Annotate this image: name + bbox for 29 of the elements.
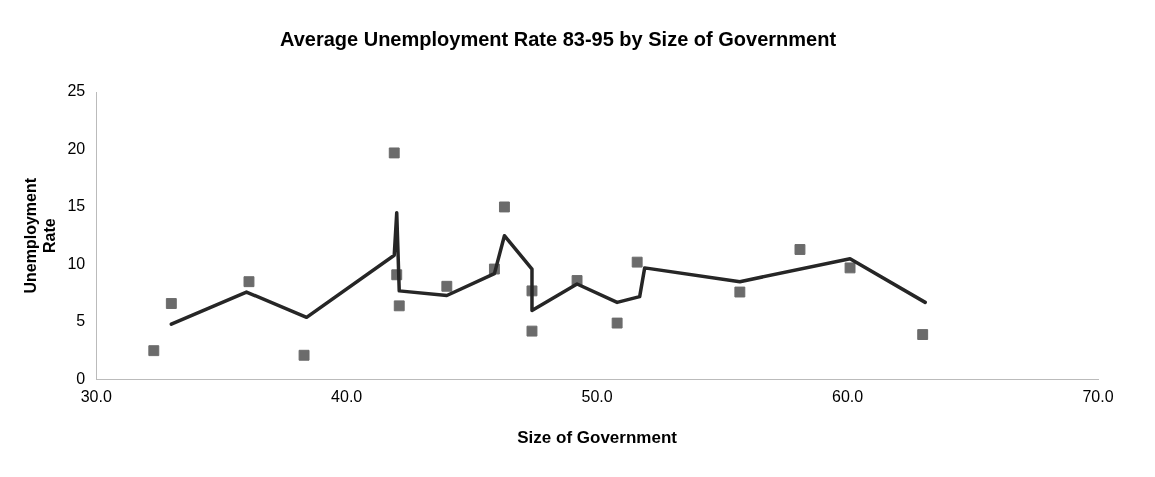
x-tick-label: 70.0 [1082, 388, 1114, 406]
x-tick-label: 40.0 [331, 388, 363, 406]
x-tick-label: 30.0 [80, 388, 112, 406]
y-tick-label: 5 [76, 312, 86, 330]
x-tick-label: 60.0 [831, 388, 864, 406]
point [844, 262, 856, 274]
y-axis-title: Unemployment Rate [22, 177, 59, 294]
point [794, 244, 806, 255]
point [165, 298, 177, 309]
point [298, 349, 310, 361]
point [526, 325, 538, 337]
point [388, 147, 400, 159]
y-tick-label: 20 [67, 139, 86, 157]
point [631, 256, 643, 268]
y-tick-label: 10 [67, 254, 86, 272]
point [393, 300, 405, 312]
point [917, 329, 929, 341]
y-tick-label: 0 [76, 369, 86, 387]
point [498, 201, 510, 213]
point [734, 286, 746, 298]
point [611, 317, 623, 329]
x-axis-title: Size of Government [517, 428, 678, 448]
y-tick-label: 15 [67, 197, 86, 215]
point [243, 276, 255, 288]
chart-title: Average Unemployment Rate 83-95 by Size of Government [279, 27, 837, 50]
y-tick-label: 25 [67, 82, 86, 100]
x-tick-label: 50.0 [581, 388, 613, 406]
point [148, 345, 160, 357]
point [441, 280, 453, 292]
